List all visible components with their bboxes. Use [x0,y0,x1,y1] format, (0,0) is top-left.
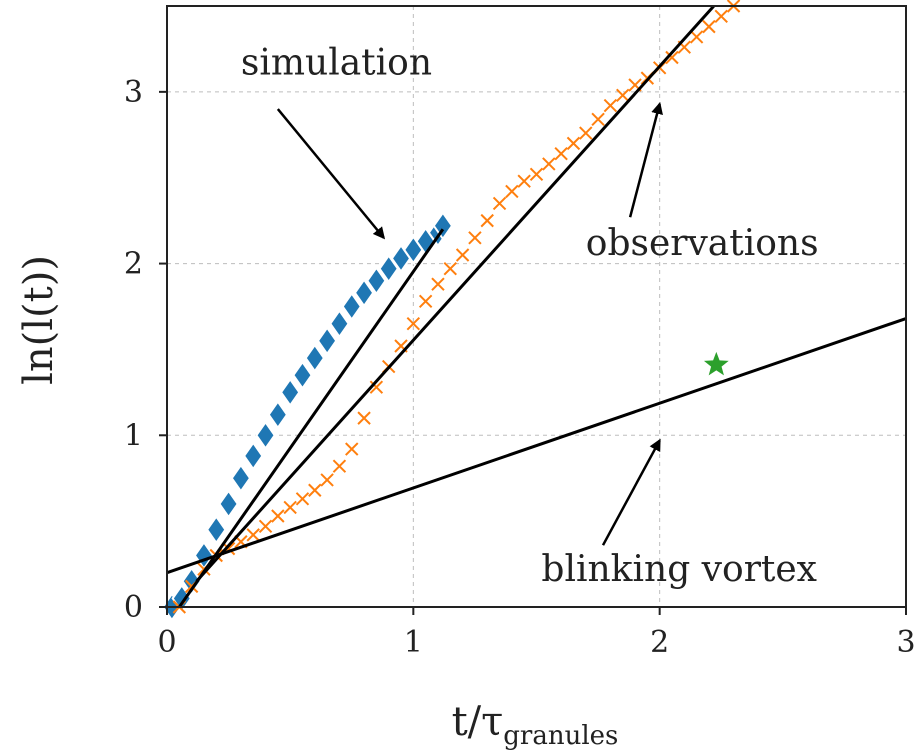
series-layer [161,0,741,622]
observation-point [554,146,568,161]
simulation-point [329,308,350,339]
observations-arrow [628,101,663,218]
observation-point [566,136,581,151]
simulation-point [255,420,276,451]
x-tick-label: 1 [404,625,423,660]
simulation-point [341,291,363,322]
y-axis-title: ln(l(t)) [16,255,62,385]
observation-point [542,157,556,171]
star-point [703,351,729,376]
blinking-vortex-fit-line [166,317,907,575]
simulation-point [205,514,227,545]
observation-point [369,380,384,394]
observation-point [357,411,371,425]
observation-point [406,316,421,331]
x-axis-title-main: t/τ [452,699,504,745]
observation-point [579,126,593,140]
observation-point [468,231,482,245]
observation-point [418,294,433,309]
observation-point [492,196,507,211]
observation-point [443,262,457,276]
simulation-arrow [276,108,386,240]
observation-point [616,88,630,102]
y-tick-label: 1 [124,418,143,453]
y-tick-label: 0 [124,590,143,625]
observation-point [271,509,285,523]
x-tick-label: 0 [157,625,176,660]
y-tick-label: 2 [124,247,143,282]
observation-point [258,519,273,534]
x-axis-title: t/τgranules [452,699,619,751]
observation-point [455,248,470,262]
observation-point [431,277,445,291]
blinking-vortex-label: blinking vortex [541,549,817,590]
observation-point [320,473,334,487]
tick-labels: 0 1 2 3 0 1 2 3 [124,75,916,660]
observation-point [665,50,679,65]
observation-point [505,184,519,199]
observation-point [603,98,618,113]
simulation-label: simulation [241,43,432,84]
simulation-point [304,343,326,373]
observation-point [529,167,544,181]
simulation-point [279,377,301,408]
annotations-layer: simulation observations blinking vortex [241,43,819,591]
simulation-point [316,326,338,356]
observation-point [591,112,605,127]
observation-point [517,174,531,188]
simulation-point [218,489,239,519]
observation-point [714,9,728,24]
observation-point [345,442,359,456]
observation-point [246,528,260,542]
simulation-point [378,253,400,284]
observations-fit-line [195,4,715,583]
axes [159,5,907,615]
grid [167,6,906,607]
observation-point [480,213,494,228]
x-tick-label: 3 [896,625,915,660]
simulation-point [230,463,252,493]
observation-point [689,30,704,44]
observation-point [283,500,297,515]
simulation-point [292,360,313,390]
observation-point [308,483,322,497]
simulation-point [432,211,454,241]
fit-lines-layer [166,4,907,608]
blinking-vortex-arrow [601,438,661,546]
x-tick-label: 2 [650,625,669,660]
simulation-point [267,399,289,430]
simulation-point [242,441,264,471]
x-axis-title-sub: granules [503,721,618,751]
observations-label: observations [586,223,819,264]
simulation-point [181,566,202,596]
simulation-fit-line [178,228,445,608]
observation-point [295,492,310,506]
observation-point [332,459,347,473]
simulation-point [366,265,387,296]
y-tick-label: 3 [124,75,143,110]
plot-frame [166,5,907,608]
simulation-point [353,278,375,308]
observation-point [702,19,716,34]
